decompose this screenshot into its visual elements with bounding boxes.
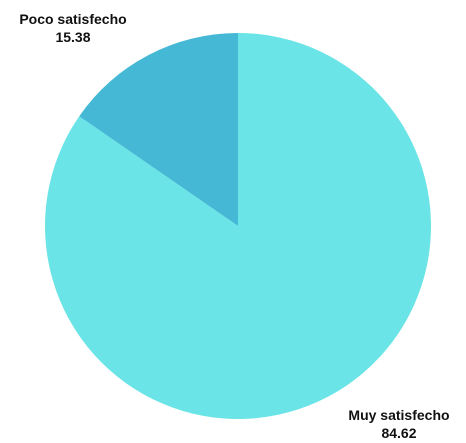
slice-label-value: 84.62	[381, 425, 417, 441]
slice-label-value: 15.38	[55, 29, 91, 45]
slice-label-muy-satisfecho: Muy satisfecho 84.62	[334, 406, 464, 442]
slice-label-name: Muy satisfecho	[348, 407, 450, 423]
slice-label-name: Poco satisfecho	[19, 11, 127, 27]
slice-label-poco-satisfecho: Poco satisfecho 15.38	[8, 10, 138, 46]
pie-slice-muy-satisfecho	[45, 32, 432, 420]
pie-slice-poco-satisfecho	[79, 33, 238, 226]
